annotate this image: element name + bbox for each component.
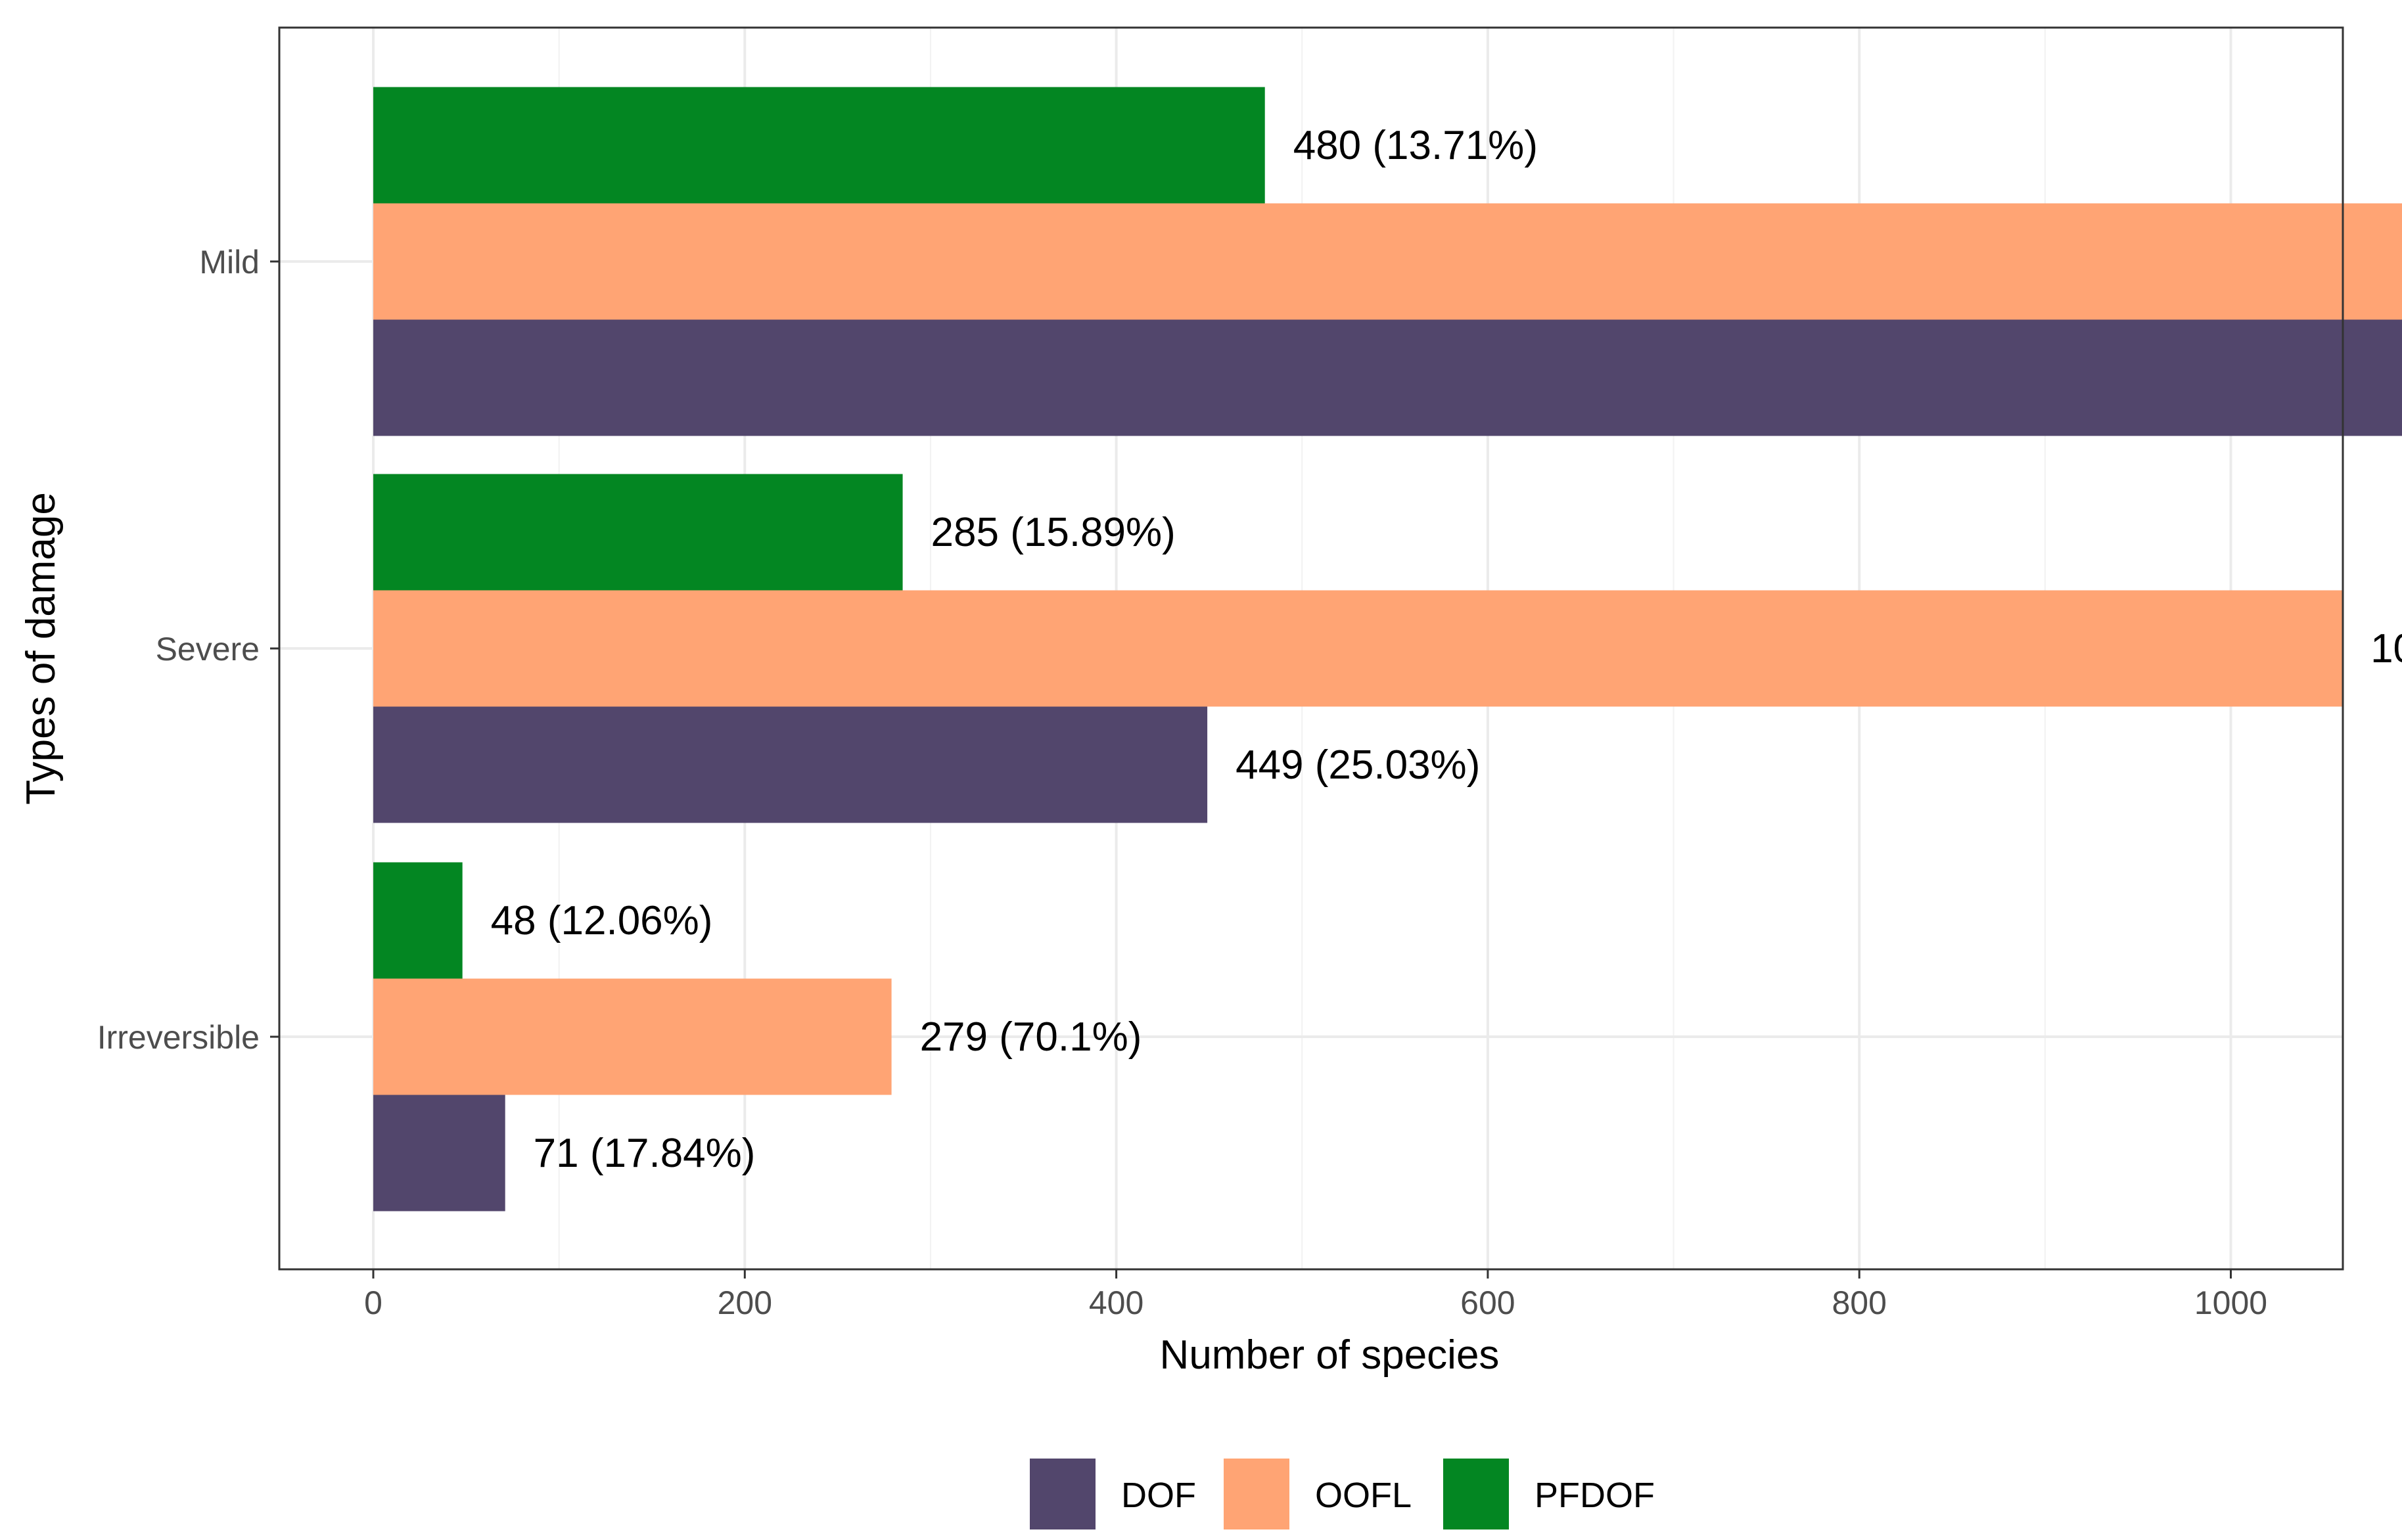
bar-mild-dof <box>373 319 2402 436</box>
bar-severe-dof <box>373 706 1208 823</box>
bar-severe-pfdof <box>373 474 903 591</box>
data-label: 279 (70.1%) <box>920 1014 1142 1060</box>
x-axis: 0200400600800100012001400160018002000220… <box>364 1269 2267 1321</box>
data-label: 449 (25.03%) <box>1236 742 1480 788</box>
bar-irreversible-oofl <box>373 978 892 1095</box>
y-axis: Mild Severe Irreversible <box>97 244 279 1056</box>
bars: 480 (13.71%)1780 (50.83%)1242 (35.47%)28… <box>373 87 2402 1212</box>
x-axis-title: Number of species <box>1160 1332 1500 1378</box>
y-axis-title: Types of damage <box>18 492 64 805</box>
x-tick-label: 200 <box>718 1284 772 1321</box>
legend-label-oofl: OOFL <box>1315 1476 1412 1515</box>
data-label: 285 (15.89%) <box>931 510 1176 555</box>
legend-key-dof <box>1030 1459 1096 1529</box>
legend-label-dof: DOF <box>1121 1476 1196 1515</box>
data-label: 1060 (59.09%) <box>2370 626 2402 671</box>
legend-key-oofl <box>1224 1459 1289 1529</box>
bar-severe-oofl <box>373 590 2343 707</box>
data-label: 71 (17.84%) <box>534 1131 756 1176</box>
x-tick-label: 1000 <box>2194 1284 2267 1321</box>
y-tick-label: Mild <box>199 244 260 281</box>
x-tick-label: 0 <box>364 1284 382 1321</box>
bar-mild-oofl <box>373 203 2402 320</box>
bar-mild-pfdof <box>373 87 1265 204</box>
legend-key-pfdof <box>1443 1459 1509 1529</box>
x-tick-label: 800 <box>1832 1284 1886 1321</box>
x-tick-label: 400 <box>1089 1284 1143 1321</box>
legend-label-pfdof: PFDOF <box>1535 1476 1655 1515</box>
y-tick-label: Severe <box>156 631 260 668</box>
x-tick-label: 600 <box>1460 1284 1515 1321</box>
y-tick-label: Irreversible <box>97 1019 260 1056</box>
bar-irreversible-dof <box>373 1095 505 1212</box>
data-label: 480 (13.71%) <box>1293 123 1538 168</box>
data-label: 48 (12.06%) <box>491 898 713 943</box>
bar-irreversible-pfdof <box>373 862 463 979</box>
legend: DOF OOFL PFDOF <box>1030 1459 1655 1529</box>
